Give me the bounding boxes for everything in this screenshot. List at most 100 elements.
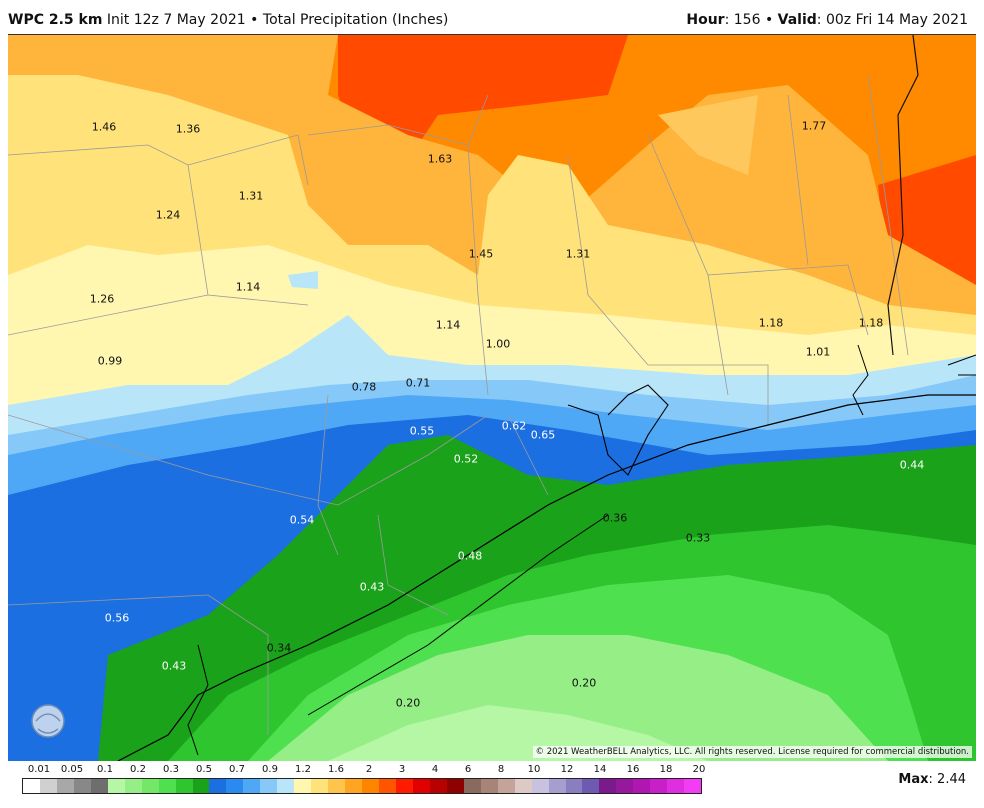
legend-swatch: [412, 779, 430, 793]
value-label: 1.63: [427, 152, 453, 166]
legend-tick-label: 6: [464, 764, 472, 775]
legend-swatch: [311, 779, 329, 793]
legend-swatch: [667, 779, 685, 793]
value-label: 1.24: [155, 208, 181, 222]
legend-swatch: [565, 779, 583, 793]
sabine-lake: [852, 344, 869, 416]
legend-swatch: [23, 779, 40, 793]
legend-swatch: [497, 779, 515, 793]
value-label: 0.20: [571, 676, 597, 690]
separator: •: [250, 12, 259, 28]
legend-swatch: [243, 779, 261, 793]
value-label: 1.46: [91, 120, 117, 134]
legend-tick-label: 0.5: [196, 764, 212, 775]
legend-swatch: [294, 779, 312, 793]
legend-tick-label: 0.1: [97, 764, 113, 775]
legend-swatch: [192, 779, 210, 793]
legend-swatch: [446, 779, 464, 793]
legend-tick-label: 20: [692, 764, 706, 775]
legend-swatch: [684, 779, 702, 793]
legend-swatch: [514, 779, 532, 793]
value-label: 0.99: [97, 354, 123, 368]
legend-tick-label: 4: [431, 764, 439, 775]
value-label: 0.44: [899, 458, 925, 472]
legend-tick-label: 16: [626, 764, 640, 775]
map-graphic: [8, 35, 976, 761]
value-label: 1.18: [758, 316, 784, 330]
legend-tick-label: 1.2: [295, 764, 311, 775]
value-label: 0.56: [104, 611, 130, 625]
valid-label: Valid: [777, 12, 817, 28]
value-label: 0.20: [395, 696, 421, 710]
legend-swatch: [582, 779, 600, 793]
hour-value: : 156: [724, 12, 761, 28]
legend-swatch: [56, 779, 74, 793]
legend-swatch: [362, 779, 380, 793]
value-label: 1.00: [485, 337, 511, 351]
legend-swatch: [90, 779, 108, 793]
separator-2: •: [764, 12, 774, 28]
value-label: 0.62: [501, 419, 527, 433]
legend-tick-label: 18: [659, 764, 673, 775]
header-bar: WPC 2.5 km Init 12z 7 May 2021 • Total P…: [0, 0, 984, 34]
galveston-bay: [567, 384, 669, 476]
init-time: Init 12z 7 May 2021: [106, 12, 246, 28]
legend-swatch: [345, 779, 363, 793]
value-label: 0.55: [409, 424, 435, 438]
legend-tick-label: 2: [365, 764, 373, 775]
color-legend: 0.01 0.05 0.1 0.2 0.3 0.5 0.7 0.9 1.2 1.6 2 3 4 6 8 10 1…: [0, 760, 984, 808]
legend-swatch: [395, 779, 413, 793]
legend-swatch: [39, 779, 57, 793]
value-label: 0.54: [289, 513, 315, 527]
max-value: Max: 2.44: [898, 772, 966, 787]
max-number: : 2.44: [928, 772, 966, 787]
legend-swatch: [650, 779, 668, 793]
hour-label: Hour: [686, 12, 725, 28]
value-label: 0.78: [351, 380, 377, 394]
value-label: 1.14: [435, 318, 461, 332]
value-label: 0.48: [457, 549, 483, 563]
legend-tick-label: 0.05: [60, 764, 84, 775]
copyright-notice: © 2021 WeatherBELL Analytics, LLC. All r…: [532, 746, 972, 758]
value-label: 1.31: [565, 247, 591, 261]
title-left: WPC 2.5 km Init 12z 7 May 2021 • Total P…: [8, 12, 448, 28]
legend-swatch: [107, 779, 125, 793]
louisiana-coast: [947, 354, 976, 376]
legend-tick-label: 0.2: [130, 764, 146, 775]
legend-tick-label: 12: [560, 764, 574, 775]
value-label: 1.36: [175, 122, 201, 136]
value-label: 1.31: [238, 189, 264, 203]
legend-swatch: [531, 779, 549, 793]
legend-swatch: [429, 779, 447, 793]
value-label: 1.18: [858, 316, 884, 330]
legend-tick-label: 0.7: [229, 764, 245, 775]
valid-value: : 00z Fri 14 May 2021: [816, 12, 968, 28]
legend-tick-label: 0.3: [163, 764, 179, 775]
legend-tick-label: 8: [497, 764, 505, 775]
legend-swatch: [141, 779, 159, 793]
matagorda-bay: [187, 644, 209, 756]
legend-color-bar: [22, 778, 702, 794]
legend-swatch: [463, 779, 481, 793]
legend-swatch: [175, 779, 193, 793]
value-label: 1.14: [235, 280, 261, 294]
value-label: 0.65: [530, 428, 556, 442]
weatherbell-logo: [26, 701, 116, 751]
value-label: 1.26: [89, 292, 115, 306]
value-label: 1.45: [468, 247, 494, 261]
legend-tick-label: 14: [593, 764, 607, 775]
precipitation-map[interactable]: 1.46 1.36 1.63 1.77 1.31 1.24 1.45 1.31 1.26 1.14…: [8, 34, 976, 761]
county-borders: [8, 74, 909, 735]
legend-tick-label: 0.01: [27, 764, 51, 775]
band-light-orange-patch: [658, 95, 758, 175]
legend-tick-label: 10: [527, 764, 541, 775]
legend-tick-label: 3: [398, 764, 406, 775]
legend-swatch: [548, 779, 566, 793]
legend-swatch: [633, 779, 651, 793]
lake-patch: [288, 271, 318, 289]
logo-globe-icon: [31, 704, 65, 738]
value-label: 1.77: [801, 119, 827, 133]
legend-swatch: [328, 779, 346, 793]
legend-swatch: [124, 779, 142, 793]
value-label: 0.43: [161, 659, 187, 673]
